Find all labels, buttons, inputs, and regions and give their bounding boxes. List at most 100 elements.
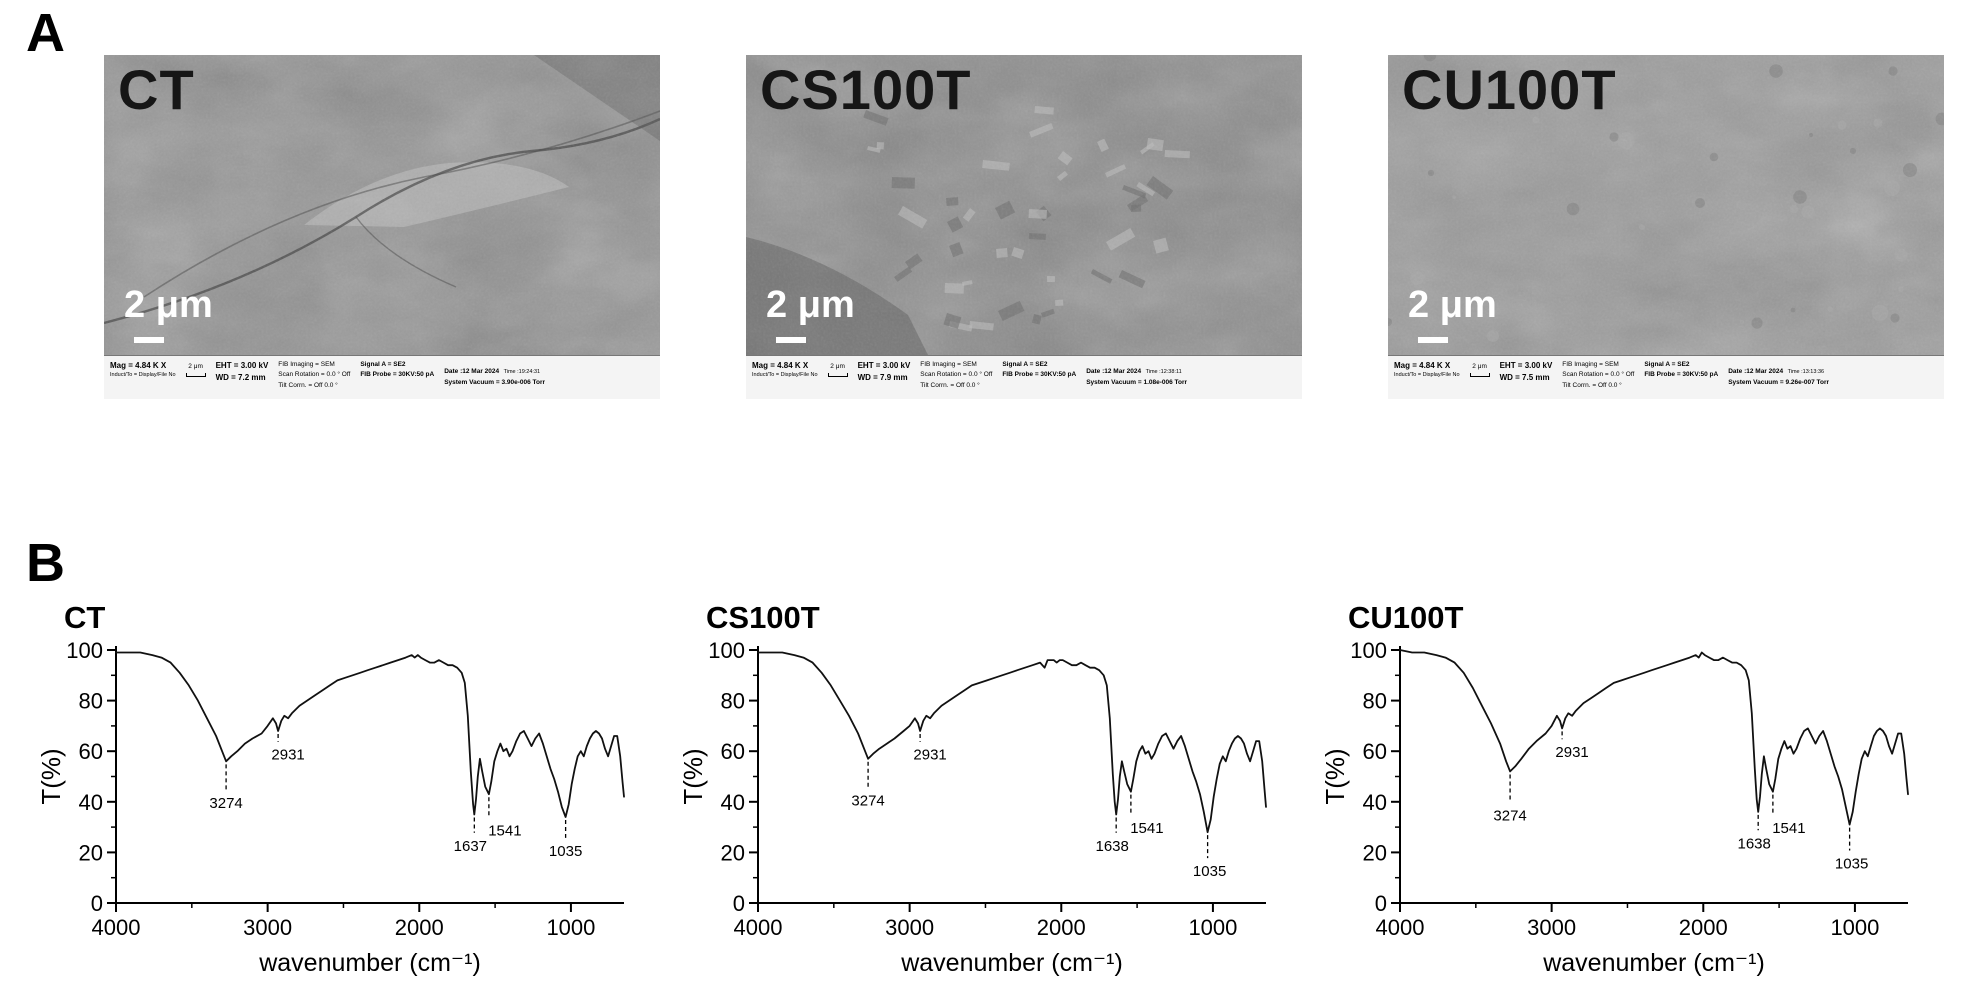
svg-text:1541: 1541 xyxy=(1772,820,1805,837)
meta-col-beam: EHT = 3.00 kV WD = 7.5 mm xyxy=(1500,360,1553,384)
svg-text:1541: 1541 xyxy=(1130,820,1163,837)
panel-a-label: A xyxy=(26,3,65,63)
sem-metadata-bar: Mag = 4.84 K X Induct/To = Display/File … xyxy=(1388,355,1944,399)
svg-text:80: 80 xyxy=(79,689,103,714)
ftir-chart-block-cu100t: CU100T 4000 3000 2000 1000 0 20 40 60 80 100 waven… xyxy=(1322,600,1922,983)
meta-col-date: Date :12 Mar 2024 Time :13:13:36 System … xyxy=(1728,360,1829,388)
svg-text:T(%): T(%) xyxy=(1322,748,1350,804)
svg-text:1638: 1638 xyxy=(1737,835,1770,852)
meta-vacuum: System Vacuum = 3.90e-006 Torr xyxy=(444,379,546,386)
meta-date-time: Date :12 Mar 2024 Time :12:38:11 xyxy=(1086,360,1187,378)
svg-text:40: 40 xyxy=(1363,790,1387,815)
svg-text:1035: 1035 xyxy=(1193,863,1226,880)
meta-mag: Mag = 4.84 K X xyxy=(1394,361,1451,370)
svg-text:1541: 1541 xyxy=(488,823,521,840)
meta-time: Time :19:24:31 xyxy=(503,369,541,375)
svg-text:3274: 3274 xyxy=(851,792,884,809)
svg-text:wavenumber (cm⁻¹): wavenumber (cm⁻¹) xyxy=(1542,949,1765,977)
svg-text:20: 20 xyxy=(721,840,745,865)
ftir-chart-block-ct: CT 4000 3000 2000 1000 0 20 40 60 80 100 wavenumbe… xyxy=(38,600,638,983)
svg-text:40: 40 xyxy=(79,790,103,815)
chart-title-cu100t: CU100T xyxy=(1348,600,1464,635)
panel-b-label: B xyxy=(26,533,65,593)
meta-probe: FIB Probe = 30KV:50 pA xyxy=(360,371,435,379)
meta-eht: EHT = 3.00 kV xyxy=(857,361,911,370)
sem-micrograph-ct: CT 2 μm xyxy=(104,55,660,355)
scale-bar xyxy=(1418,337,1448,343)
scale-text: 2 μm xyxy=(124,284,213,326)
meta-tilt: Tilt Corrn. = Off 0.0 ° xyxy=(278,381,338,389)
meta-vacuum: System Vacuum = 9.26e-007 Torr xyxy=(1728,379,1830,386)
meta-wd: WD = 7.9 mm xyxy=(857,373,908,382)
sem-image-row: CT 2 μm Mag = 4.84 K X Induct/To = Displ… xyxy=(104,55,1944,399)
ftir-spectrum-ct: 4000 3000 2000 1000 0 20 40 60 80 100 wavenumber (… xyxy=(38,638,625,977)
svg-text:0: 0 xyxy=(1375,891,1387,916)
meta-sub: Induct/To = Display/File No xyxy=(110,372,176,378)
meta-col-signal: Signal A = SE2 FIB Probe = 30KV:50 pA xyxy=(1644,360,1718,381)
meta-col-scale: 2 μm xyxy=(827,360,848,378)
sem-image-cs100t: CS100T 2 μm Mag = 4.84 K X Induct/To = D… xyxy=(746,55,1302,399)
meta-col-date: Date :12 Mar 2024 Time :12:38:11 System … xyxy=(1086,360,1187,388)
svg-text:1000: 1000 xyxy=(1188,915,1237,940)
svg-text:60: 60 xyxy=(1363,739,1387,764)
meta-col-scale: 2 μm xyxy=(1469,360,1490,378)
svg-text:2000: 2000 xyxy=(1037,915,1086,940)
meta-date-time: Date :12 Mar 2024 Time :19:24:31 xyxy=(444,360,545,378)
meta-date: Date :12 Mar 2024 xyxy=(444,368,500,375)
meta-sub: Induct/To = Display/File No xyxy=(752,372,818,378)
svg-text:3274: 3274 xyxy=(209,795,242,812)
meta-scan-rotation: Scan Rotation = 0.0 ° Off xyxy=(920,371,993,379)
svg-text:100: 100 xyxy=(66,638,103,663)
meta-scale-label: 2 μm xyxy=(1472,363,1487,370)
sample-label: CU100T xyxy=(1402,58,1617,121)
svg-text:2000: 2000 xyxy=(1679,915,1728,940)
scale-text: 2 μm xyxy=(766,284,855,326)
meta-fib-imaging: FIB Imaging = SEM xyxy=(920,361,977,368)
meta-scale-bar xyxy=(185,373,206,378)
meta-wd: WD = 7.5 mm xyxy=(1499,373,1550,382)
meta-col-mag: Mag = 4.84 K X Induct/To = Display/File … xyxy=(752,360,818,378)
meta-col-signal: Signal A = SE2 FIB Probe = 30KV:50 pA xyxy=(360,360,434,381)
ftir-chart-row: CT 4000 3000 2000 1000 0 20 40 60 80 100 wavenumbe… xyxy=(38,600,1922,983)
meta-scan-rotation: Scan Rotation = 0.0 ° Off xyxy=(1562,371,1635,379)
svg-text:3000: 3000 xyxy=(885,915,934,940)
svg-text:2931: 2931 xyxy=(1555,744,1588,761)
meta-wd: WD = 7.2 mm xyxy=(215,373,266,382)
meta-probe: FIB Probe = 30KV:50 pA xyxy=(1644,371,1719,379)
meta-date-time: Date :12 Mar 2024 Time :13:13:36 xyxy=(1728,360,1829,378)
meta-col-date: Date :12 Mar 2024 Time :19:24:31 System … xyxy=(444,360,545,388)
meta-col-mag: Mag = 4.84 K X Induct/To = Display/File … xyxy=(110,360,176,378)
meta-scale-bar xyxy=(827,373,848,378)
svg-text:3274: 3274 xyxy=(1493,807,1526,824)
sem-metadata-bar: Mag = 4.84 K X Induct/To = Display/File … xyxy=(104,355,660,399)
meta-scale-bar xyxy=(1469,373,1490,378)
meta-scan-rotation: Scan Rotation = 0.0 ° Off xyxy=(278,371,351,379)
svg-text:3000: 3000 xyxy=(1527,915,1576,940)
chart-title-cs100t: CS100T xyxy=(706,600,820,635)
meta-sub: Induct/To = Display/File No xyxy=(1394,372,1460,378)
meta-time: Time :12:38:11 xyxy=(1145,369,1182,375)
svg-text:4000: 4000 xyxy=(734,915,783,940)
meta-scale-label: 2 μm xyxy=(188,363,203,370)
meta-date: Date :12 Mar 2024 xyxy=(1086,368,1142,375)
meta-col-signal: Signal A = SE2 FIB Probe = 30KV:50 pA xyxy=(1002,360,1076,381)
meta-scale-label: 2 μm xyxy=(830,363,845,370)
meta-tilt: Tilt Corrn. = Off 0.0 ° xyxy=(1562,381,1622,389)
meta-probe: FIB Probe = 30KV:50 pA xyxy=(1002,371,1077,379)
meta-col-fib: FIB Imaging = SEM Scan Rotation = 0.0 ° … xyxy=(278,360,350,391)
meta-mag: Mag = 4.84 K X xyxy=(752,361,809,370)
svg-text:1035: 1035 xyxy=(549,843,582,860)
ftir-chart-block-cs100t: CS100T 4000 3000 2000 1000 0 20 40 60 80 100 waven… xyxy=(680,600,1280,983)
chart-title-ct: CT xyxy=(64,600,106,635)
svg-text:1637: 1637 xyxy=(454,838,487,855)
meta-fib-imaging: FIB Imaging = SEM xyxy=(278,361,335,368)
meta-eht: EHT = 3.00 kV xyxy=(215,361,269,370)
svg-text:T(%): T(%) xyxy=(38,748,66,804)
svg-text:20: 20 xyxy=(79,840,103,865)
meta-eht: EHT = 3.00 kV xyxy=(1499,361,1553,370)
meta-fib-imaging: FIB Imaging = SEM xyxy=(1562,361,1619,368)
meta-col-beam: EHT = 3.00 kV WD = 7.2 mm xyxy=(216,360,269,384)
meta-col-mag: Mag = 4.84 K X Induct/To = Display/File … xyxy=(1394,360,1460,378)
sample-label: CT xyxy=(118,58,195,121)
